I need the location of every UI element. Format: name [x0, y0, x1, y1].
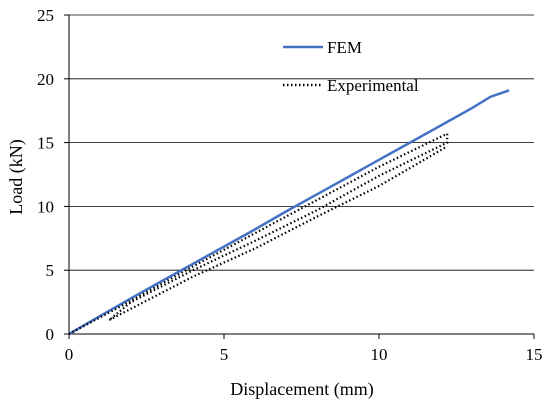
- y-tick-label: 15: [37, 134, 54, 153]
- axes: [64, 14, 535, 339]
- series-line-experimental-2: [108, 133, 449, 321]
- legend: FEM Experimental: [283, 38, 419, 95]
- x-tick-label: 5: [220, 345, 229, 364]
- series-lines: [68, 89, 510, 336]
- y-tick-label: 10: [37, 197, 54, 216]
- x-tick-labels: 0 5 10 15: [65, 345, 543, 364]
- y-tick-label: 5: [46, 261, 55, 280]
- y-tick-label: 25: [37, 6, 54, 25]
- y-tick-labels: 0 5 10 15 20 25: [37, 6, 54, 344]
- x-tick-label: 0: [65, 345, 74, 364]
- series-line-fem: [68, 89, 510, 336]
- series-line-experimental-3: [108, 145, 448, 321]
- series-line-experimental-1: [68, 132, 448, 335]
- y-axis-label: Load (kN): [6, 139, 27, 214]
- gridlines: [69, 14, 534, 271]
- y-tick-label: 0: [46, 325, 55, 344]
- legend-label-fem: FEM: [327, 38, 362, 57]
- x-tick-label: 15: [526, 345, 543, 364]
- y-tick-label: 20: [37, 70, 54, 89]
- legend-label-experimental: Experimental: [327, 76, 419, 95]
- x-axis-label: Displacement (mm): [230, 379, 373, 400]
- x-tick-label: 10: [371, 345, 388, 364]
